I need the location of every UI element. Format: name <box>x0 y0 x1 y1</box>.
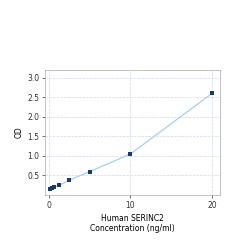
Point <box>88 170 92 173</box>
Point <box>48 187 52 191</box>
Point <box>128 152 132 156</box>
Point <box>52 185 56 189</box>
Point <box>210 92 214 96</box>
Point <box>68 178 71 182</box>
Point <box>57 183 61 187</box>
X-axis label: Human SERINC2
Concentration (ng/ml): Human SERINC2 Concentration (ng/ml) <box>90 214 175 233</box>
Y-axis label: OD: OD <box>14 126 23 138</box>
Point <box>50 186 54 190</box>
